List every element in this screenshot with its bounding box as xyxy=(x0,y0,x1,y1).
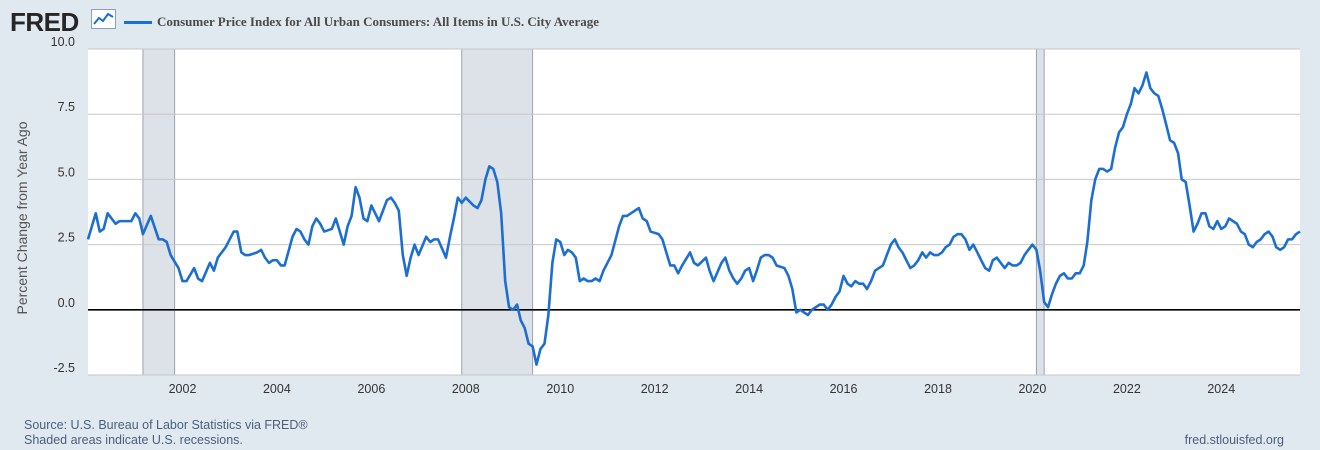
x-tick-label: 2008 xyxy=(452,382,480,396)
x-tick-label: 2002 xyxy=(169,382,197,396)
y-tick-label: 0.0 xyxy=(58,296,75,310)
recession-bands xyxy=(142,49,1045,375)
y-tick-label: -2.5 xyxy=(53,361,75,375)
cpi-series-line[interactable] xyxy=(86,71,1301,366)
x-tick-label: 2012 xyxy=(641,382,669,396)
fred-logo[interactable]: FRED xyxy=(10,7,79,37)
y-tick-label: 7.5 xyxy=(58,100,75,114)
plot-area xyxy=(88,49,1300,375)
y-tick-label: 10.0 xyxy=(51,35,75,49)
x-tick-label: 2006 xyxy=(357,382,385,396)
x-tick-label: 2022 xyxy=(1113,382,1141,396)
recession-band xyxy=(1036,49,1045,375)
recessions-note: Shaded areas indicate U.S. recessions. xyxy=(24,433,243,447)
x-tick-label: 2010 xyxy=(546,382,574,396)
x-tick-label: 2020 xyxy=(1018,382,1046,396)
y-axis: -2.5 0.0 2.5 5.0 7.5 10.0 xyxy=(51,35,75,375)
x-axis: 2002 2004 2006 2008 2010 2012 2014 2016 2018 2020… xyxy=(169,382,1236,396)
y-tick-label: 5.0 xyxy=(58,165,75,179)
source-text: Source: U.S. Bureau of Labor Statistics … xyxy=(24,418,308,432)
y-axis-label: Percent Change from Year Ago xyxy=(14,121,30,314)
recession-band xyxy=(461,49,533,375)
x-tick-label: 2018 xyxy=(924,382,952,396)
chart-header: FRED Consumer Price Index for All Urban … xyxy=(0,0,1320,44)
recession-band xyxy=(142,49,175,375)
site-link[interactable]: fred.stlouisfed.org xyxy=(1184,433,1284,447)
x-tick-label: 2014 xyxy=(735,382,763,396)
x-tick-label: 2004 xyxy=(263,382,291,396)
legend-swatch xyxy=(124,20,152,24)
source-notes: Source: U.S. Bureau of Labor Statistics … xyxy=(24,418,308,448)
series-legend[interactable]: Consumer Price Index for All Urban Consu… xyxy=(124,14,599,30)
line-chart-icon xyxy=(91,9,116,29)
x-tick-label: 2024 xyxy=(1207,382,1235,396)
y-tick-label: 2.5 xyxy=(58,231,75,245)
grid-lines xyxy=(88,48,1300,376)
series-title: Consumer Price Index for All Urban Consu… xyxy=(157,14,599,29)
x-tick-label: 2016 xyxy=(830,382,858,396)
